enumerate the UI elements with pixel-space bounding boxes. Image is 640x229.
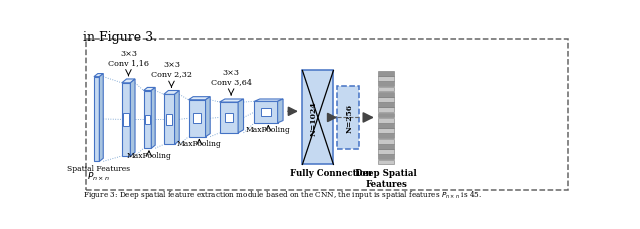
Bar [254, 102, 278, 123]
Bar [378, 71, 394, 76]
Polygon shape [151, 88, 155, 149]
Bar [378, 160, 394, 165]
Text: MaxPooling: MaxPooling [246, 126, 291, 134]
Text: N=1024: N=1024 [309, 101, 317, 135]
Polygon shape [143, 88, 155, 91]
Bar [166, 114, 172, 125]
Text: Fully Connection: Fully Connection [290, 169, 372, 177]
Polygon shape [164, 91, 179, 95]
Text: in Figure 3.: in Figure 3. [83, 30, 157, 44]
Bar [378, 129, 394, 134]
Bar [164, 95, 175, 145]
Bar [143, 91, 151, 149]
Text: MaxPooling: MaxPooling [177, 139, 222, 147]
Polygon shape [122, 80, 135, 83]
Polygon shape [278, 100, 283, 123]
Polygon shape [238, 100, 244, 133]
Text: N=256: N=256 [345, 104, 353, 132]
Polygon shape [189, 97, 210, 100]
Bar [145, 116, 150, 124]
Bar [303, 71, 333, 165]
Bar [189, 100, 205, 137]
Polygon shape [205, 97, 210, 137]
Bar [378, 103, 394, 108]
Polygon shape [99, 74, 103, 162]
Bar [378, 92, 394, 97]
Polygon shape [220, 100, 244, 103]
Bar [378, 87, 394, 92]
Polygon shape [94, 74, 103, 77]
Bar [193, 114, 202, 124]
Bar [378, 150, 394, 154]
Bar [378, 155, 394, 160]
Bar [225, 113, 233, 123]
Bar [122, 83, 131, 156]
Bar [378, 118, 394, 123]
Bar [378, 139, 394, 144]
Polygon shape [131, 80, 135, 156]
Bar [378, 134, 394, 139]
Bar [337, 86, 359, 150]
Bar [94, 77, 99, 162]
Text: 3×3
Conv 1,16: 3×3 Conv 1,16 [108, 49, 149, 67]
Bar [123, 113, 129, 126]
Bar [86, 40, 568, 190]
Bar [378, 123, 394, 128]
Bar [378, 77, 394, 82]
Text: MaxPooling: MaxPooling [127, 151, 172, 159]
Polygon shape [254, 100, 283, 102]
Bar [378, 108, 394, 113]
Bar [261, 109, 271, 116]
Text: 3×3
Conv 3,64: 3×3 Conv 3,64 [211, 69, 252, 86]
Bar [378, 144, 394, 149]
Bar [378, 113, 394, 118]
Bar [378, 98, 394, 102]
Text: Figure 3: Deep spatial feature extraction module based on the CNN, the input is : Figure 3: Deep spatial feature extractio… [83, 188, 482, 200]
Text: 3×3
Conv 2,32: 3×3 Conv 2,32 [151, 61, 192, 78]
Text: $P_{n\times n}$: $P_{n\times n}$ [87, 170, 109, 183]
Polygon shape [175, 91, 179, 145]
Text: Spatial Features: Spatial Features [67, 164, 130, 172]
Bar [220, 103, 238, 133]
Bar [378, 82, 394, 87]
Text: Deep Spatial
Features: Deep Spatial Features [355, 169, 417, 188]
